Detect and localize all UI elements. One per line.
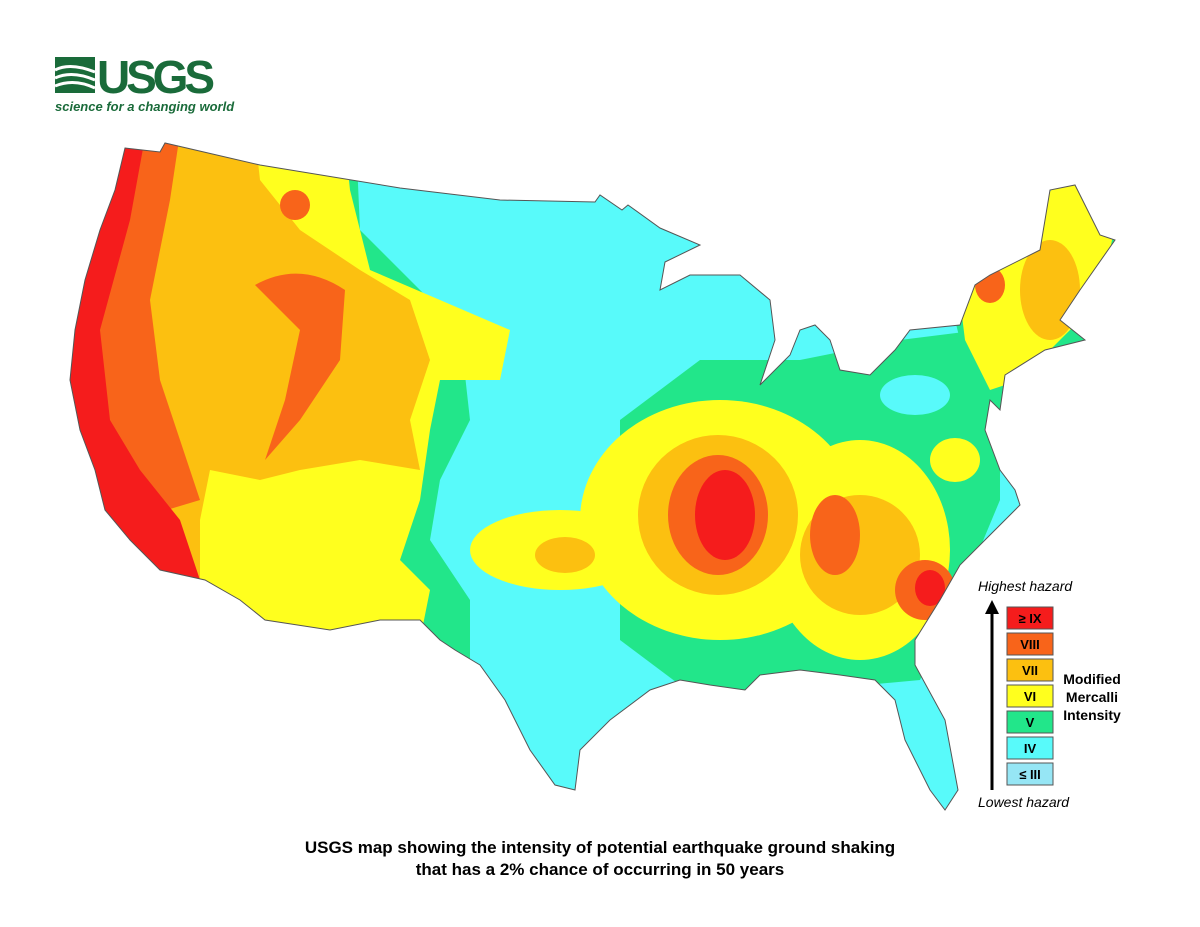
legend-title: Intensity [1063,707,1121,723]
legend-label: ≥ IX [1018,611,1041,626]
legend-swatch [1006,606,1054,630]
legend-label: IV [1024,741,1037,756]
logo-text: USGS [97,51,215,103]
legend-top-label: Highest hazard [978,578,1073,594]
logo-waves [54,65,96,90]
legend-label: VII [1022,663,1038,678]
logo-tagline: science for a changing world [55,99,235,114]
legend-swatch [1006,684,1054,708]
legend-swatch [1006,710,1054,734]
legend-label: ≤ III [1019,767,1041,782]
legend-label: V [1026,715,1035,730]
legend-title: Mercalli [1066,689,1118,705]
legend-label: VI [1024,689,1036,704]
legend-label: VIII [1020,637,1040,652]
caption-line: that has a 2% chance of occurring in 50 … [416,860,784,879]
legend-bottom-label: Lowest hazard [978,794,1070,810]
legend-arrowhead [985,600,999,614]
legend: Highest hazard Lowest hazard ≥ IXVIIIVII… [978,578,1121,810]
legend-title: Modified [1063,671,1121,687]
caption-line: USGS map showing the intensity of potent… [305,838,895,857]
legend-swatch [1006,658,1054,682]
legend-swatch [1006,736,1054,760]
legend-swatch [1006,632,1054,656]
legend-swatch [1006,762,1054,786]
logo: USGS science for a changing world [54,51,235,114]
